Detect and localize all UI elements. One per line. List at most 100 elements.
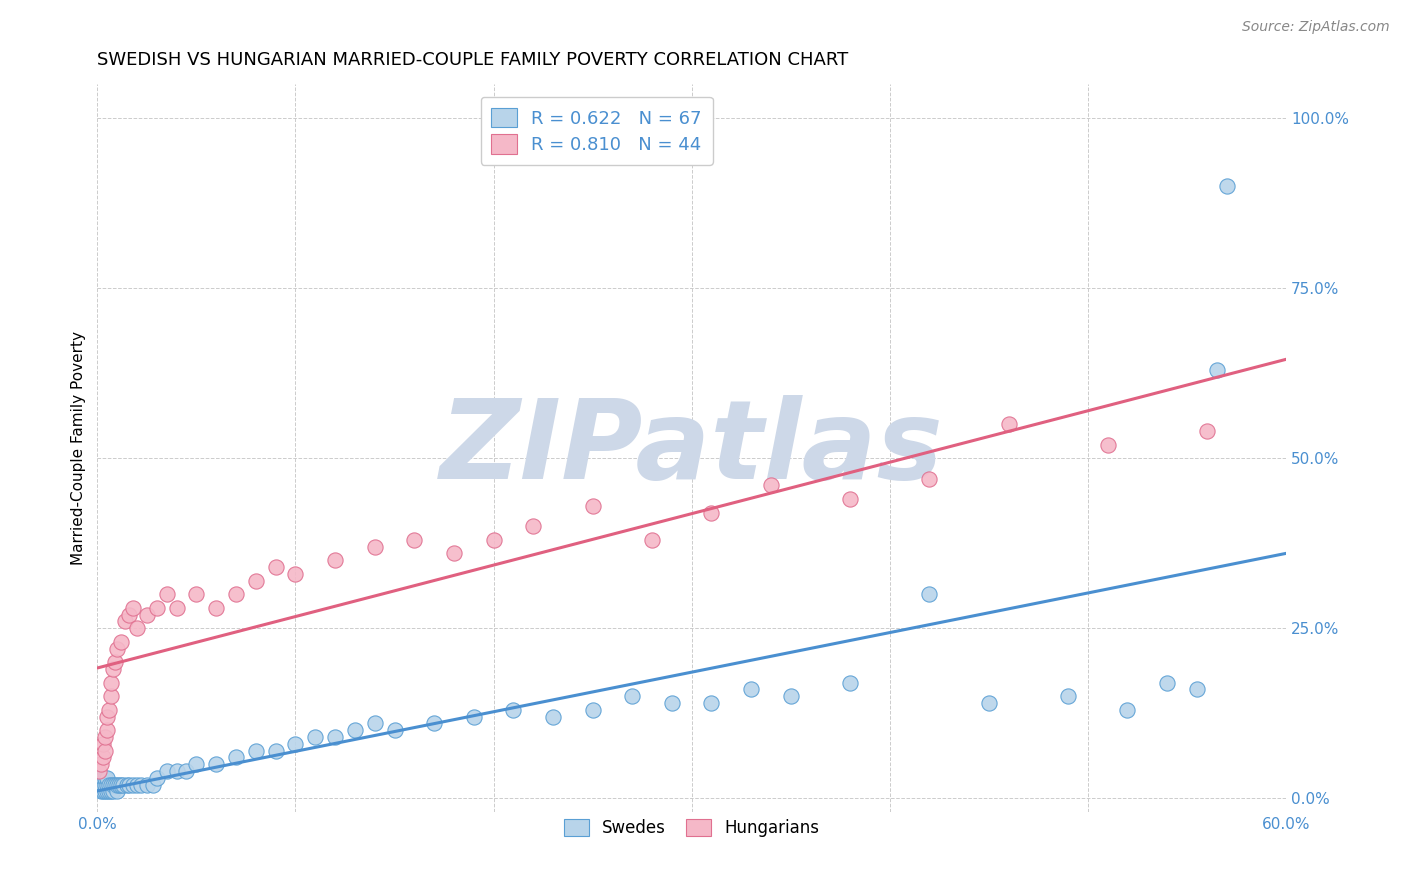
Point	[1116, 703, 1139, 717]
Text: Source: ZipAtlas.com: Source: ZipAtlas.com	[1241, 20, 1389, 34]
Point	[91, 750, 114, 764]
Point	[264, 560, 287, 574]
Point	[918, 472, 941, 486]
Point	[997, 417, 1019, 432]
Point	[114, 615, 136, 629]
Point	[98, 778, 121, 792]
Point	[112, 778, 135, 792]
Point	[89, 764, 111, 778]
Point	[146, 600, 169, 615]
Point	[839, 491, 862, 506]
Point	[96, 723, 118, 738]
Point	[129, 778, 152, 792]
Point	[186, 757, 208, 772]
Point	[323, 730, 346, 744]
Point	[156, 587, 179, 601]
Point	[135, 607, 157, 622]
Point	[110, 778, 132, 792]
Point	[225, 750, 247, 764]
Point	[245, 744, 267, 758]
Point	[740, 682, 762, 697]
Point	[166, 600, 188, 615]
Point	[122, 778, 145, 792]
Point	[100, 675, 122, 690]
Point	[1156, 675, 1178, 690]
Point	[1185, 682, 1208, 697]
Point	[1057, 690, 1080, 704]
Point	[1097, 437, 1119, 451]
Point	[284, 737, 307, 751]
Point	[443, 546, 465, 560]
Point	[96, 784, 118, 798]
Point	[98, 784, 121, 798]
Point	[404, 533, 426, 547]
Y-axis label: Married-Couple Family Poverty: Married-Couple Family Poverty	[72, 331, 86, 565]
Point	[91, 784, 114, 798]
Point	[125, 778, 148, 792]
Point	[541, 709, 564, 723]
Point	[91, 737, 114, 751]
Point	[918, 587, 941, 601]
Point	[91, 771, 114, 785]
Point	[423, 716, 446, 731]
Point	[100, 784, 122, 798]
Point	[118, 607, 141, 622]
Point	[105, 784, 128, 798]
Point	[323, 553, 346, 567]
Point	[91, 778, 114, 792]
Point	[94, 744, 117, 758]
Point	[105, 641, 128, 656]
Point	[284, 566, 307, 581]
Point	[104, 778, 127, 792]
Point	[105, 778, 128, 792]
Point	[90, 778, 112, 792]
Point	[264, 744, 287, 758]
Point	[225, 587, 247, 601]
Point	[90, 757, 112, 772]
Legend: Swedes, Hungarians: Swedes, Hungarians	[557, 812, 827, 844]
Point	[581, 703, 603, 717]
Point	[304, 730, 326, 744]
Point	[839, 675, 862, 690]
Point	[89, 771, 111, 785]
Point	[118, 778, 141, 792]
Point	[482, 533, 505, 547]
Point	[108, 778, 131, 792]
Point	[142, 778, 165, 792]
Point	[661, 696, 683, 710]
Point	[104, 655, 127, 669]
Point	[146, 771, 169, 785]
Point	[100, 690, 122, 704]
Point	[125, 621, 148, 635]
Point	[759, 478, 782, 492]
Point	[98, 703, 121, 717]
Point	[779, 690, 801, 704]
Point	[96, 709, 118, 723]
Point	[1195, 424, 1218, 438]
Point	[205, 600, 228, 615]
Point	[122, 600, 145, 615]
Point	[641, 533, 664, 547]
Point	[363, 540, 385, 554]
Point	[94, 771, 117, 785]
Point	[621, 690, 644, 704]
Point	[502, 703, 524, 717]
Point	[1205, 363, 1227, 377]
Point	[700, 506, 723, 520]
Point	[96, 778, 118, 792]
Point	[166, 764, 188, 778]
Point	[156, 764, 179, 778]
Point	[205, 757, 228, 772]
Point	[363, 716, 385, 731]
Point	[103, 662, 125, 676]
Point	[977, 696, 1000, 710]
Point	[384, 723, 406, 738]
Point	[100, 778, 122, 792]
Point	[94, 784, 117, 798]
Point	[96, 771, 118, 785]
Point	[103, 784, 125, 798]
Point	[1215, 179, 1237, 194]
Point	[176, 764, 198, 778]
Point	[581, 499, 603, 513]
Point	[135, 778, 157, 792]
